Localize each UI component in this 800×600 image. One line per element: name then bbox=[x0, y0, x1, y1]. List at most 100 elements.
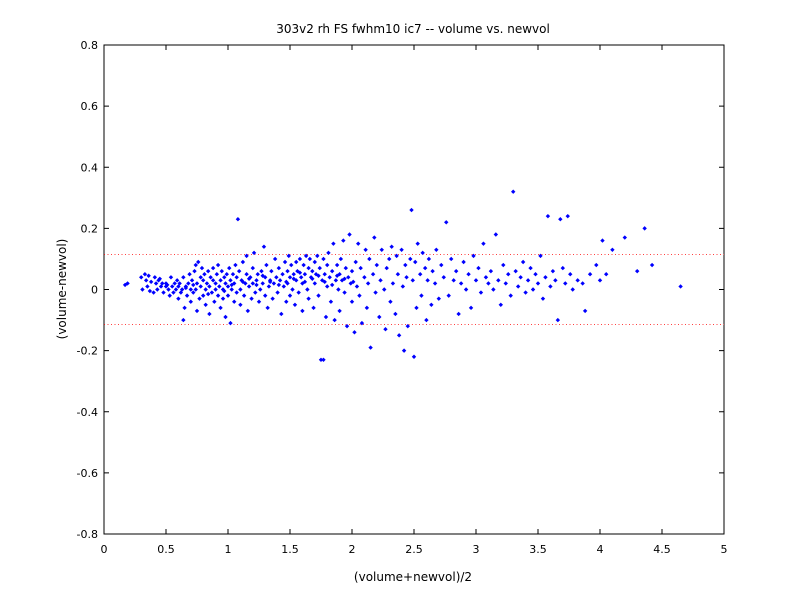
data-point bbox=[388, 299, 393, 304]
data-point bbox=[338, 256, 344, 262]
data-point bbox=[274, 275, 279, 280]
data-point bbox=[147, 288, 153, 294]
data-point bbox=[303, 253, 309, 259]
data-point bbox=[240, 279, 246, 285]
data-point bbox=[451, 278, 456, 283]
data-point bbox=[194, 308, 200, 314]
data-point bbox=[188, 287, 193, 292]
data-point bbox=[594, 262, 599, 268]
data-point bbox=[251, 250, 257, 256]
data-point bbox=[269, 268, 274, 274]
data-point bbox=[298, 275, 304, 280]
x-tick-label: 4 bbox=[597, 543, 604, 556]
data-point bbox=[408, 256, 413, 262]
y-tick-label: 0.4 bbox=[81, 161, 99, 174]
y-tick-label: 0.8 bbox=[81, 39, 99, 52]
data-point bbox=[471, 253, 476, 259]
data-point bbox=[229, 282, 234, 288]
data-point bbox=[458, 281, 464, 286]
data-point bbox=[403, 262, 408, 268]
data-point bbox=[321, 256, 326, 262]
data-point bbox=[318, 357, 324, 362]
data-point bbox=[336, 287, 341, 292]
data-point bbox=[238, 302, 243, 307]
data-point bbox=[548, 284, 553, 289]
data-point bbox=[444, 220, 449, 225]
data-point bbox=[167, 293, 172, 298]
data-point bbox=[515, 284, 521, 289]
data-point bbox=[342, 290, 347, 295]
data-point bbox=[563, 281, 568, 286]
data-point bbox=[325, 262, 330, 268]
data-point bbox=[513, 268, 518, 274]
data-point bbox=[292, 302, 298, 307]
data-point bbox=[400, 284, 406, 289]
data-point bbox=[404, 275, 409, 280]
data-point bbox=[199, 265, 205, 271]
data-point bbox=[297, 270, 303, 275]
data-point bbox=[525, 278, 531, 283]
x-axis: 0 0.5 1 1.5 2 2.5 3 3.5 4 4.5 5 bbox=[101, 45, 728, 556]
data-point bbox=[256, 299, 262, 304]
data-point bbox=[409, 207, 414, 213]
data-point bbox=[316, 273, 321, 278]
data-point bbox=[357, 293, 362, 298]
data-point bbox=[261, 244, 267, 249]
data-point bbox=[491, 287, 496, 292]
data-point bbox=[334, 262, 340, 268]
data-point bbox=[430, 268, 435, 274]
data-point bbox=[432, 281, 438, 286]
y-axis-label: (volume-newvol) bbox=[55, 239, 69, 340]
data-point bbox=[165, 282, 170, 288]
data-point bbox=[378, 278, 383, 283]
data-point bbox=[155, 287, 160, 292]
data-point bbox=[246, 284, 252, 289]
data-point bbox=[166, 287, 171, 292]
data-point bbox=[310, 276, 315, 282]
data-point bbox=[533, 272, 538, 277]
data-point bbox=[284, 279, 289, 285]
data-point bbox=[326, 250, 331, 256]
data-point bbox=[142, 272, 148, 277]
data-point bbox=[173, 287, 179, 292]
data-point bbox=[236, 268, 242, 274]
data-point bbox=[296, 290, 301, 295]
data-point bbox=[331, 241, 336, 246]
data-point bbox=[140, 287, 145, 292]
data-point bbox=[575, 278, 580, 283]
data-point bbox=[394, 253, 399, 259]
data-point bbox=[289, 262, 294, 268]
data-point bbox=[203, 302, 208, 307]
data-point bbox=[297, 256, 303, 262]
data-point bbox=[558, 217, 563, 222]
data-point bbox=[642, 226, 647, 231]
x-tick-label: 4.5 bbox=[653, 543, 671, 556]
data-point bbox=[332, 317, 337, 323]
data-point bbox=[317, 265, 322, 271]
data-point bbox=[153, 281, 159, 286]
data-point bbox=[250, 265, 255, 271]
data-point bbox=[276, 265, 282, 271]
data-point bbox=[307, 256, 313, 262]
x-tick-label: 1.5 bbox=[281, 543, 299, 556]
data-point bbox=[306, 296, 311, 301]
data-point bbox=[337, 308, 342, 314]
data-point bbox=[545, 213, 551, 219]
data-point bbox=[518, 275, 523, 280]
data-point bbox=[271, 281, 277, 286]
data-point bbox=[244, 272, 249, 277]
data-point bbox=[441, 275, 446, 280]
data-point bbox=[321, 357, 326, 362]
y-tick-label: 0 bbox=[91, 284, 98, 297]
data-point bbox=[347, 232, 352, 237]
data-point bbox=[238, 287, 243, 292]
data-point bbox=[493, 232, 499, 237]
data-point bbox=[219, 268, 224, 274]
data-point bbox=[286, 253, 291, 259]
data-point bbox=[401, 348, 407, 353]
data-point bbox=[275, 290, 280, 295]
data-point bbox=[476, 265, 481, 271]
data-point bbox=[183, 285, 189, 291]
data-point bbox=[280, 272, 285, 277]
data-point bbox=[373, 290, 378, 295]
